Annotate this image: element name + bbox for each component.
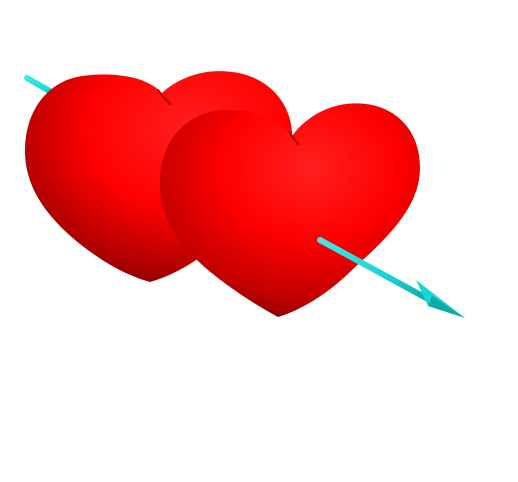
- front-heart-crease: [288, 131, 299, 145]
- back-heart-crease: [157, 89, 171, 105]
- arrow-front-shaft: [317, 237, 433, 303]
- arrow-head: [416, 280, 465, 318]
- front-heart: [159, 103, 421, 317]
- arrow-head-shade: [428, 296, 465, 318]
